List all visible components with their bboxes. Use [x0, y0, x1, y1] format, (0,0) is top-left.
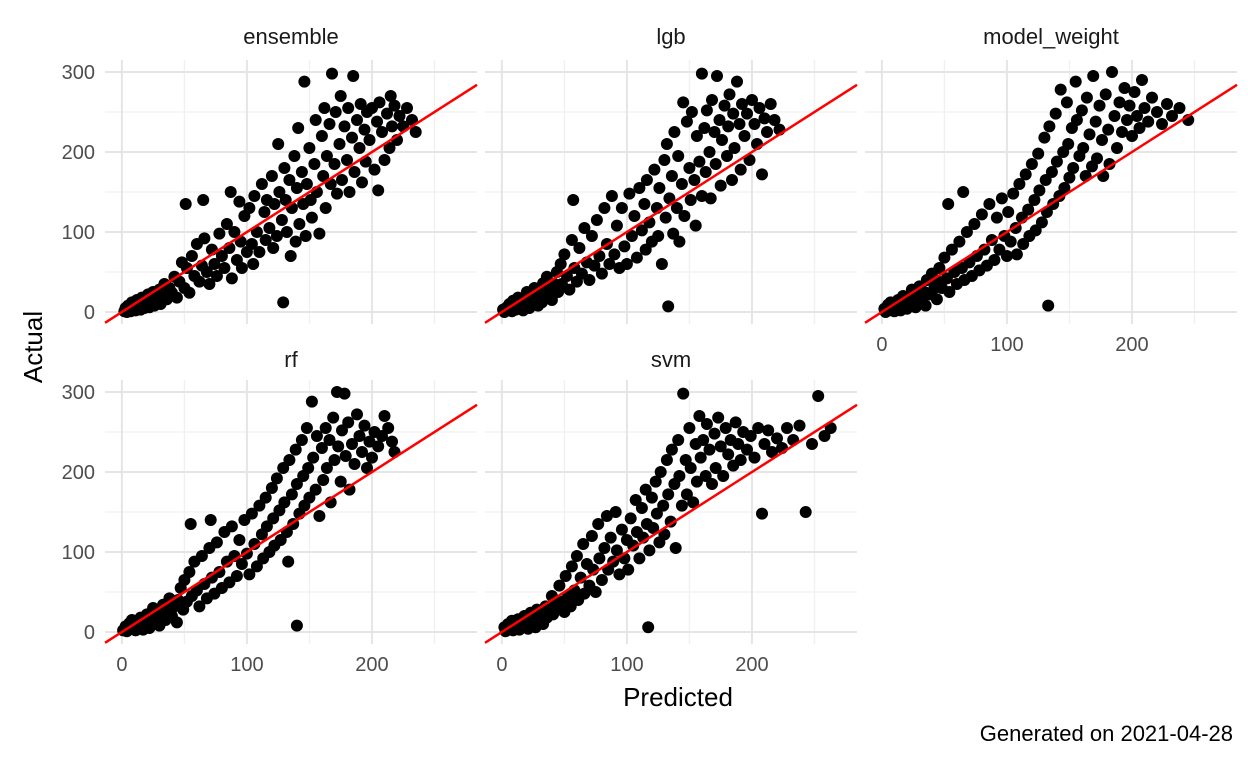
- svg-text:100: 100: [62, 542, 95, 564]
- facet-panel-model-weight: 0 100 200: [864, 60, 1238, 356]
- svg-text:200: 200: [735, 654, 768, 676]
- x-tick-labels: 0 100 200: [496, 654, 768, 676]
- caption: Generated on 2021-04-28: [979, 721, 1233, 746]
- x-tick-labels: 0 100 200: [116, 654, 388, 676]
- svg-text:0: 0: [876, 334, 887, 356]
- identity-line: [484, 83, 858, 324]
- svg-text:100: 100: [62, 222, 95, 244]
- x-tick-labels: 0 100 200: [876, 334, 1148, 356]
- svg-text:300: 300: [62, 62, 95, 84]
- facet-strip-rf: rf: [284, 347, 298, 372]
- facet-strip-model-weight: model_weight: [983, 24, 1119, 49]
- facet-panel-lgb: [484, 60, 858, 324]
- identity-line: [484, 403, 858, 644]
- svg-text:200: 200: [1115, 334, 1148, 356]
- facet-strip-ensemble: ensemble: [243, 24, 339, 49]
- grid-major: [105, 60, 477, 324]
- svg-text:0: 0: [496, 654, 507, 676]
- scatter-points: [497, 67, 786, 318]
- grid-minor: [105, 60, 477, 324]
- y-tick-labels: 0 100 200 300: [62, 62, 95, 324]
- identity-line: [104, 83, 478, 324]
- x-axis-title: Predicted: [623, 682, 733, 712]
- y-axis-title: Actual: [18, 310, 48, 384]
- svg-text:100: 100: [610, 654, 643, 676]
- facet-strip-lgb: lgb: [656, 24, 686, 49]
- svg-text:0: 0: [84, 302, 95, 324]
- svg-text:100: 100: [990, 334, 1023, 356]
- y-tick-labels: 0 100 200 300: [62, 382, 95, 644]
- facet-panel-svm: 0 100 200: [484, 380, 858, 676]
- svg-text:200: 200: [62, 142, 95, 164]
- svg-text:100: 100: [230, 654, 263, 676]
- facet-panel-ensemble: 0 100 200 300: [62, 60, 478, 324]
- grid-minor: [485, 60, 857, 324]
- svg-text:0: 0: [116, 654, 127, 676]
- svg-text:200: 200: [62, 462, 95, 484]
- svg-text:300: 300: [62, 382, 95, 404]
- svg-text:0: 0: [84, 622, 95, 644]
- identity-line: [864, 83, 1238, 324]
- svg-text:200: 200: [355, 654, 388, 676]
- grid-major: [865, 60, 1237, 324]
- grid-major: [485, 380, 857, 644]
- identity-line: [104, 403, 478, 644]
- scatter-points: [498, 387, 837, 638]
- facet-panel-rf: 0 100 200 300 0 100 200: [62, 380, 478, 676]
- facet-strip-svm: svm: [650, 347, 692, 372]
- scatter-points: [118, 67, 422, 318]
